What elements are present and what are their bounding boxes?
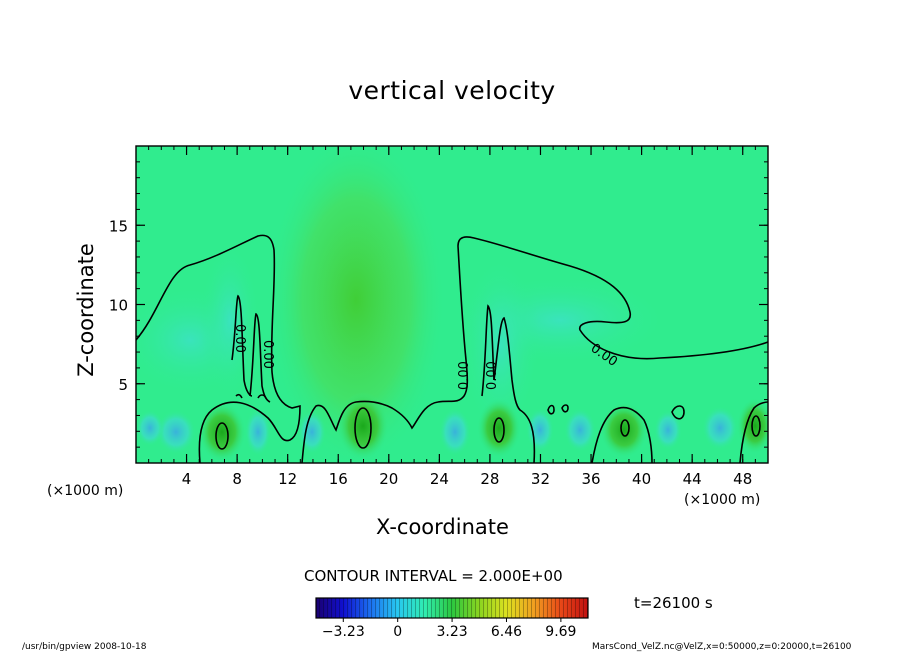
contour-label: 0.00 xyxy=(260,340,275,369)
contour-label: 0.00 xyxy=(485,361,500,390)
x-tick-label: 28 xyxy=(480,470,499,488)
zero-contours xyxy=(136,234,768,463)
colorbar-grid xyxy=(316,598,588,618)
footer-file-info: MarsCond_VelZ.nc@VelZ,x=0:50000,z=0:2000… xyxy=(592,642,852,652)
colorbar: −3.23 0 3.23 6.46 9.69 xyxy=(315,597,589,640)
y-tick-label: 15 xyxy=(109,217,128,235)
x-axis-unit-right: (×1000 m) xyxy=(684,492,761,508)
colorbar-tick-label: 0 xyxy=(393,624,402,640)
updraft-core xyxy=(337,392,389,460)
x-axis-unit-left: (×1000 m) xyxy=(47,483,124,499)
x-tick-label: 32 xyxy=(531,470,550,488)
x-tick-label: 36 xyxy=(581,470,600,488)
colorbar-tick-label: 3.23 xyxy=(436,624,467,640)
y-axis-label: Z-coordinate xyxy=(74,243,98,377)
x-tick-label: 44 xyxy=(683,470,702,488)
y-tick-label: 10 xyxy=(109,297,128,315)
downdraft-band-right2 xyxy=(460,255,540,435)
x-tick-label: 4 xyxy=(182,470,192,488)
plot-area: 0.00 0.00 0.00 0.00 0.00 xyxy=(135,145,769,464)
x-tick-label: 12 xyxy=(278,470,297,488)
downdraft-band-left2 xyxy=(200,240,260,400)
updraft-core xyxy=(477,398,521,458)
updraft-core xyxy=(600,402,648,458)
x-tick-label: 8 xyxy=(232,470,242,488)
x-tick-label: 48 xyxy=(733,470,752,488)
x-tick-label: 16 xyxy=(329,470,348,488)
footer-program-date: /usr/bin/gpview 2008-10-18 xyxy=(22,642,147,652)
y-tick-label: 5 xyxy=(118,376,128,394)
contour-label: 0.00 xyxy=(457,361,472,390)
colorbar-tick-label: 9.69 xyxy=(545,624,576,640)
chart-title: vertical velocity xyxy=(348,76,556,105)
y-axis: 5 10 15 xyxy=(109,161,768,448)
x-axis-label: X-coordinate xyxy=(376,515,509,539)
contour-label: 0.00 xyxy=(232,324,247,353)
colorbar-tick-label: −3.23 xyxy=(322,624,365,640)
contour-interval-text: CONTOUR INTERVAL = 2.000E+00 xyxy=(304,567,563,585)
x-tick-label: 40 xyxy=(632,470,651,488)
colorbar-tick-label: 6.46 xyxy=(491,624,522,640)
central-updraft-column xyxy=(266,146,446,463)
x-tick-label: 20 xyxy=(379,470,398,488)
x-tick-label: 24 xyxy=(430,470,449,488)
x-axis: 4 8 12 16 20 24 28 32 36 40 44 48 xyxy=(148,146,756,488)
updraft-core xyxy=(198,402,246,462)
time-label: t=26100 s xyxy=(634,594,713,612)
